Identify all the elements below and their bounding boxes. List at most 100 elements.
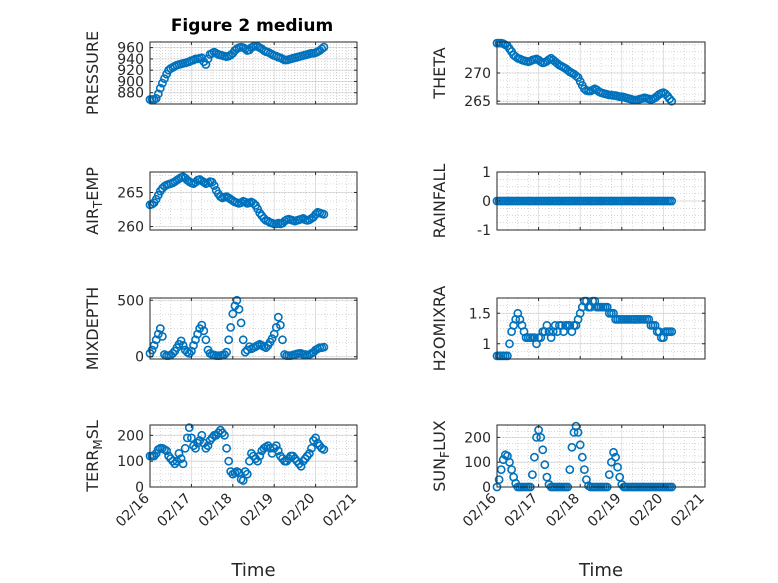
- data-point: [153, 190, 163, 200]
- y-axis-label: H2OMIXRA: [430, 286, 449, 372]
- y-tick-label: 0: [135, 480, 144, 496]
- data-point: [199, 326, 209, 336]
- data-point: [162, 446, 171, 456]
- data-point: [304, 448, 314, 458]
- data-point: [180, 443, 190, 453]
- axes-box: [496, 424, 706, 488]
- data-point: [255, 451, 265, 461]
- data-point: [191, 443, 200, 453]
- y-tick-label: 0: [135, 350, 144, 366]
- data-point: [267, 334, 277, 344]
- y-tick-label: 940: [117, 52, 144, 68]
- data-point: [151, 94, 161, 103]
- data-point: [228, 309, 238, 319]
- data-point: [667, 196, 677, 206]
- subplot-mixdepth: 0 500 MIXDEPTH: [83, 287, 358, 370]
- data-point: [319, 209, 329, 219]
- x-tick-label: 02/20: [626, 491, 666, 531]
- data-point: [273, 312, 283, 322]
- data-point: [201, 335, 211, 345]
- y-tick-label: 265: [464, 94, 491, 110]
- data-point: [157, 78, 167, 88]
- subplot-terr_msl: 0 100 200 02/16 02/17 02/18 02/19 02/20 02/21 Tim…: [83, 420, 360, 581]
- y-axis-label: THETA: [430, 47, 449, 99]
- x-tick-label: 02/17: [502, 491, 542, 531]
- x-tick-label: 02/21: [668, 491, 708, 531]
- data-point: [222, 347, 231, 357]
- data-point: [271, 441, 281, 451]
- x-tick-label: 02/18: [196, 491, 236, 531]
- data-point: [249, 198, 258, 208]
- data-point: [224, 335, 234, 345]
- y-tick-label: 265: [117, 185, 144, 201]
- data-point: [540, 460, 550, 470]
- data-point: [665, 94, 674, 104]
- y-tick-label: 260: [117, 220, 144, 236]
- axes-box: [496, 297, 706, 360]
- data-point: [609, 447, 618, 457]
- data-point: [155, 83, 165, 93]
- y-tick-label: 0: [482, 194, 491, 210]
- y-tick-label: 200: [464, 430, 491, 446]
- data-point: [580, 465, 589, 474]
- data-point: [296, 461, 306, 471]
- data-point: [536, 432, 546, 442]
- y-tick-label: 920: [117, 63, 144, 79]
- x-tick-label: 02/20: [279, 491, 319, 531]
- data-point: [261, 343, 271, 353]
- data-point: [244, 342, 254, 351]
- x-tick-label: 02/19: [585, 491, 625, 531]
- axes-box: [149, 41, 358, 105]
- data-point: [253, 456, 262, 466]
- axes-box: [149, 424, 358, 488]
- data-point: [160, 74, 169, 83]
- y-axis-label: RAINFALL: [430, 164, 449, 239]
- subplot-theta: 265 270 THETA: [430, 38, 706, 110]
- data-point: [174, 448, 184, 458]
- data-point: [307, 443, 316, 453]
- data-point: [538, 445, 548, 455]
- data-point: [176, 336, 186, 346]
- subplot-rainfall: -1 0 1 RAINFALL: [430, 164, 706, 239]
- y-tick-label: 200: [117, 428, 144, 444]
- data-point: [220, 350, 229, 359]
- y-tick-label: 100: [117, 454, 144, 470]
- data-point: [494, 475, 504, 484]
- data-point: [273, 446, 283, 456]
- data-point: [238, 335, 248, 345]
- y-axis-label: TERRMSL: [83, 420, 105, 493]
- y-tick-label: 0: [482, 480, 491, 496]
- data-point: [203, 441, 213, 451]
- y-axis-label: MIXDEPTH: [83, 287, 102, 370]
- data-point: [240, 44, 250, 54]
- x-tick-label: 02/21: [320, 491, 360, 531]
- data-point: [607, 457, 616, 467]
- data-point: [157, 331, 167, 341]
- subplot-h2omixra: 1 1.5 H2OMIXRA: [430, 286, 706, 372]
- figure-title: Figure 2 medium: [171, 16, 333, 36]
- data-point: [236, 318, 246, 328]
- y-axis-label: PRESSURE: [83, 31, 102, 115]
- data-point: [319, 42, 329, 52]
- data-point: [571, 71, 581, 81]
- subplot-air_temp: 260 265 AIRTEMP: [83, 167, 358, 236]
- data-point: [203, 54, 213, 64]
- data-point: [505, 339, 514, 349]
- data-point: [275, 320, 285, 330]
- y-axis-label: SUNFLUX: [430, 420, 452, 492]
- data-point: [311, 433, 320, 443]
- data-point: [184, 348, 194, 358]
- data-point: [222, 443, 231, 453]
- data-point: [201, 60, 211, 69]
- data-point: [565, 465, 575, 474]
- data-point: [234, 304, 244, 314]
- y-tick-label: -1: [477, 223, 491, 239]
- data-point: [242, 469, 252, 479]
- data-point: [182, 433, 192, 443]
- data-point: [153, 89, 163, 99]
- data-point: [311, 209, 320, 219]
- y-tick-label: 960: [117, 41, 144, 57]
- data-point: [278, 335, 287, 345]
